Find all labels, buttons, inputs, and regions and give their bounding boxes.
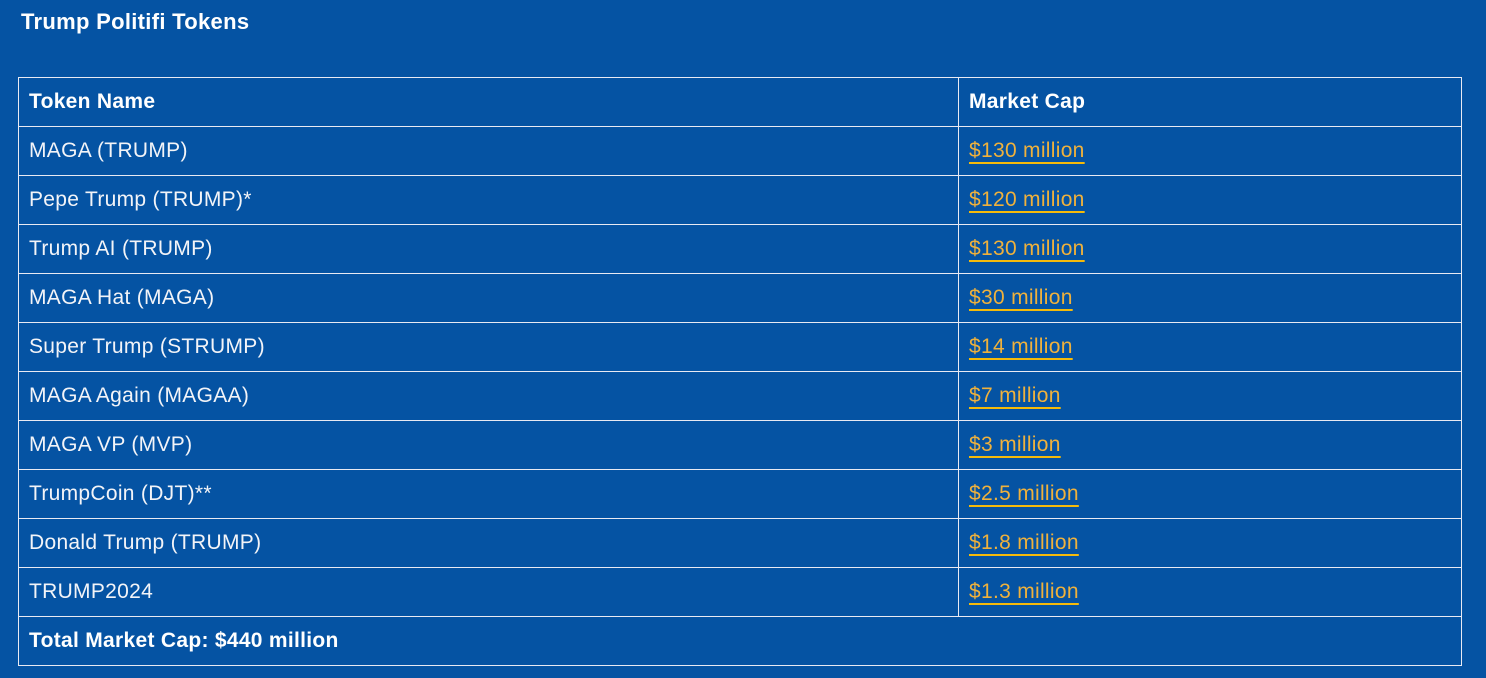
- token-name-cell: Donald Trump (TRUMP): [18, 518, 959, 568]
- market-cap-cell: $2.5 million: [958, 469, 1462, 519]
- market-cap-link[interactable]: $1.3 million: [969, 580, 1079, 603]
- column-header-token-name: Token Name: [18, 77, 959, 127]
- table-row: MAGA (TRUMP) $130 million: [18, 126, 1462, 176]
- market-cap-link[interactable]: $3 million: [969, 433, 1061, 456]
- token-name-cell: MAGA Again (MAGAA): [18, 371, 959, 421]
- table-row: TRUMP2024 $1.3 million: [18, 567, 1462, 617]
- token-name-cell: Pepe Trump (TRUMP)*: [18, 175, 959, 225]
- table-row: MAGA VP (MVP) $3 million: [18, 420, 1462, 470]
- market-cap-cell: $1.8 million: [958, 518, 1462, 568]
- market-cap-link[interactable]: $2.5 million: [969, 482, 1079, 505]
- tokens-table: Token Name Market Cap MAGA (TRUMP) $130 …: [18, 77, 1462, 666]
- market-cap-link[interactable]: $120 million: [969, 188, 1085, 211]
- table-row: Trump AI (TRUMP) $130 million: [18, 224, 1462, 274]
- table-row: Pepe Trump (TRUMP)* $120 million: [18, 175, 1462, 225]
- token-name-cell: MAGA VP (MVP): [18, 420, 959, 470]
- market-cap-link[interactable]: $1.8 million: [969, 531, 1079, 554]
- market-cap-cell: $30 million: [958, 273, 1462, 323]
- table-row: TrumpCoin (DJT)** $2.5 million: [18, 469, 1462, 519]
- market-cap-link[interactable]: $14 million: [969, 335, 1073, 358]
- market-cap-cell: $7 million: [958, 371, 1462, 421]
- market-cap-cell: $120 million: [958, 175, 1462, 225]
- table-header: Token Name Market Cap: [18, 77, 1462, 127]
- market-cap-cell: $130 million: [958, 224, 1462, 274]
- footer-row: Total Market Cap: $440 million: [18, 616, 1462, 666]
- column-header-market-cap: Market Cap: [958, 77, 1462, 127]
- header-row: Token Name Market Cap: [18, 77, 1462, 127]
- market-cap-cell: $3 million: [958, 420, 1462, 470]
- token-name-cell: Trump AI (TRUMP): [18, 224, 959, 274]
- table-body: MAGA (TRUMP) $130 million Pepe Trump (TR…: [18, 126, 1462, 617]
- token-name-cell: TrumpCoin (DJT)**: [18, 469, 959, 519]
- table-row: Super Trump (STRUMP) $14 million: [18, 322, 1462, 372]
- token-name-cell: Super Trump (STRUMP): [18, 322, 959, 372]
- token-name-cell: MAGA Hat (MAGA): [18, 273, 959, 323]
- market-cap-cell: $130 million: [958, 126, 1462, 176]
- market-cap-cell: $1.3 million: [958, 567, 1462, 617]
- market-cap-cell: $14 million: [958, 322, 1462, 372]
- market-cap-link[interactable]: $30 million: [969, 286, 1073, 309]
- table-row: MAGA Hat (MAGA) $30 million: [18, 273, 1462, 323]
- market-cap-link[interactable]: $7 million: [969, 384, 1061, 407]
- market-cap-link[interactable]: $130 million: [969, 139, 1085, 162]
- table-row: Donald Trump (TRUMP) $1.8 million: [18, 518, 1462, 568]
- page-title: Trump Politifi Tokens: [21, 9, 250, 34]
- market-cap-link[interactable]: $130 million: [969, 237, 1085, 260]
- total-market-cap: Total Market Cap: $440 million: [18, 616, 1462, 666]
- table-row: MAGA Again (MAGAA) $7 million: [18, 371, 1462, 421]
- token-name-cell: MAGA (TRUMP): [18, 126, 959, 176]
- table-footer: Total Market Cap: $440 million: [18, 616, 1462, 666]
- token-name-cell: TRUMP2024: [18, 567, 959, 617]
